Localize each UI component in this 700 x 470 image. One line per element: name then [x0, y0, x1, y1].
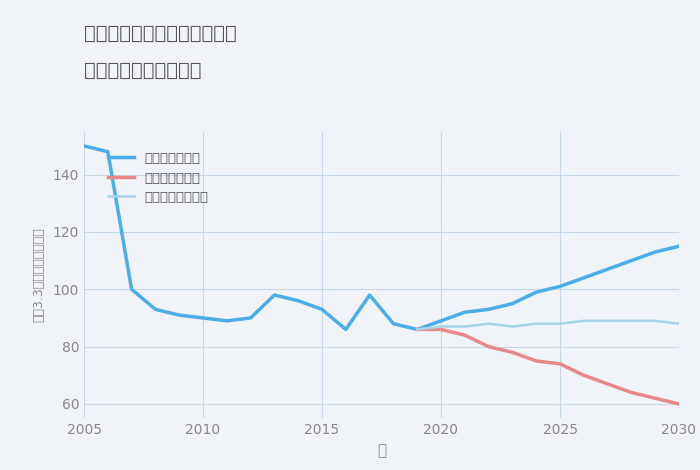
Line: バッドシナリオ: バッドシナリオ — [417, 329, 679, 404]
グッドシナリオ — [580, 275, 588, 281]
グッドシナリオ — [437, 318, 445, 324]
グッドシナリオ — [461, 309, 469, 315]
ノーマルシナリオ — [580, 318, 588, 324]
バッドシナリオ — [413, 327, 421, 332]
バッドシナリオ — [675, 401, 683, 407]
ノーマルシナリオ — [484, 321, 493, 327]
ノーマルシナリオ — [556, 321, 564, 327]
ノーマルシナリオ — [627, 318, 636, 324]
グッドシナリオ — [413, 327, 421, 332]
Text: 中古戸建ての価格推移: 中古戸建ての価格推移 — [84, 61, 202, 80]
バッドシナリオ — [508, 350, 517, 355]
Legend: グッドシナリオ, バッドシナリオ, ノーマルシナリオ: グッドシナリオ, バッドシナリオ, ノーマルシナリオ — [102, 147, 214, 210]
グッドシナリオ — [675, 243, 683, 249]
グッドシナリオ — [151, 306, 160, 312]
グッドシナリオ — [603, 266, 612, 272]
グッドシナリオ — [532, 290, 540, 295]
バッドシナリオ — [532, 358, 540, 364]
ノーマルシナリオ — [413, 327, 421, 332]
Line: ノーマルシナリオ: ノーマルシナリオ — [417, 321, 679, 329]
ノーマルシナリオ — [651, 318, 659, 324]
グッドシナリオ — [389, 321, 398, 327]
ノーマルシナリオ — [437, 324, 445, 329]
グッドシナリオ — [651, 249, 659, 255]
バッドシナリオ — [651, 395, 659, 401]
グッドシナリオ — [294, 298, 302, 304]
グッドシナリオ — [80, 143, 88, 149]
グッドシナリオ — [270, 292, 279, 298]
グッドシナリオ — [127, 287, 136, 292]
ノーマルシナリオ — [603, 318, 612, 324]
X-axis label: 年: 年 — [377, 443, 386, 458]
ノーマルシナリオ — [675, 321, 683, 327]
グッドシナリオ — [199, 315, 207, 321]
バッドシナリオ — [627, 390, 636, 395]
バッドシナリオ — [484, 344, 493, 350]
グッドシナリオ — [223, 318, 231, 324]
Line: グッドシナリオ: グッドシナリオ — [84, 146, 679, 329]
Text: 福岡県北九州市門司区栄町の: 福岡県北九州市門司区栄町の — [84, 24, 237, 42]
バッドシナリオ — [437, 327, 445, 332]
Y-axis label: 坪（3.3㎡）単価（万円）: 坪（3.3㎡）単価（万円） — [33, 227, 46, 322]
バッドシナリオ — [556, 361, 564, 367]
バッドシナリオ — [603, 381, 612, 387]
グッドシナリオ — [318, 306, 326, 312]
グッドシナリオ — [508, 301, 517, 306]
バッドシナリオ — [580, 372, 588, 378]
グッドシナリオ — [627, 258, 636, 263]
ノーマルシナリオ — [532, 321, 540, 327]
グッドシナリオ — [365, 292, 374, 298]
グッドシナリオ — [342, 327, 350, 332]
グッドシナリオ — [246, 315, 255, 321]
グッドシナリオ — [104, 149, 112, 155]
ノーマルシナリオ — [508, 324, 517, 329]
バッドシナリオ — [461, 332, 469, 338]
グッドシナリオ — [556, 283, 564, 289]
グッドシナリオ — [484, 306, 493, 312]
ノーマルシナリオ — [461, 324, 469, 329]
グッドシナリオ — [175, 312, 183, 318]
